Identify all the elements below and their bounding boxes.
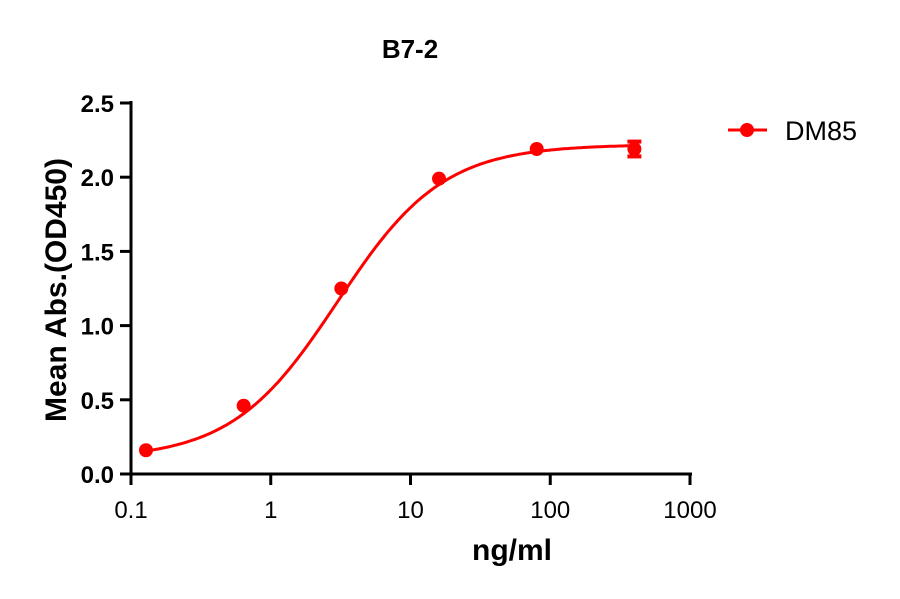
plot-area bbox=[138, 139, 642, 458]
y-tick-label: 0.0 bbox=[81, 462, 114, 489]
data-point bbox=[529, 142, 544, 157]
axes bbox=[128, 101, 692, 476]
x-tick-label: 0.1 bbox=[114, 497, 147, 524]
data-point bbox=[138, 443, 153, 458]
data-point bbox=[236, 398, 251, 413]
y-tick-label: 2.5 bbox=[81, 91, 114, 118]
y-tick-label: 1.5 bbox=[81, 239, 114, 266]
y-axis-ticks: 0.0 0.5 1.0 1.5 2.0 2.5 bbox=[81, 91, 131, 489]
x-tick-label: 1000 bbox=[663, 497, 716, 524]
x-axis-label: ng/ml bbox=[472, 534, 552, 567]
x-tick-label: 100 bbox=[530, 497, 570, 524]
data-point bbox=[334, 281, 349, 296]
x-tick-label: 1 bbox=[264, 497, 277, 524]
data-point bbox=[432, 171, 447, 186]
y-tick-label: 0.5 bbox=[81, 388, 114, 415]
fit-curve bbox=[145, 144, 635, 453]
y-tick-label: 1.0 bbox=[81, 314, 114, 341]
chart-title: B7-2 bbox=[382, 34, 438, 64]
legend-label: DM85 bbox=[785, 116, 857, 146]
data-point bbox=[627, 142, 642, 157]
legend: DM85 bbox=[728, 116, 857, 146]
x-tick-label: 10 bbox=[397, 497, 424, 524]
y-axis-label: Mean Abs.(OD450) bbox=[40, 158, 73, 422]
y-tick-label: 2.0 bbox=[81, 165, 114, 192]
x-axis-ticks: 0.1 1 10 100 1000 bbox=[114, 474, 717, 524]
legend-marker-icon bbox=[740, 123, 754, 137]
